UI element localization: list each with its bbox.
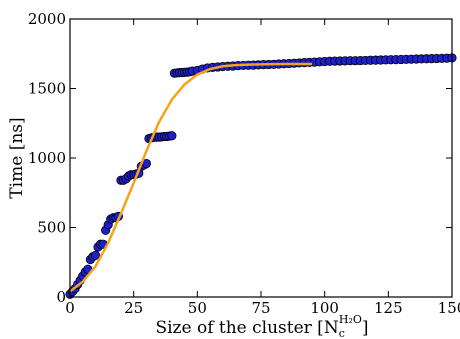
data-point bbox=[90, 250, 101, 260]
x-tick-label: 100 bbox=[310, 299, 339, 317]
y-tick-label: 2000 bbox=[28, 10, 66, 28]
x-tick-label: 25 bbox=[124, 299, 143, 317]
x-tick-label: 50 bbox=[188, 299, 207, 317]
y-axis-ticks: 0 500 1000 1500 2000 bbox=[28, 10, 452, 306]
x-tick-label: 150 bbox=[438, 299, 460, 317]
fit-curve bbox=[69, 62, 312, 293]
y-tick-label: 500 bbox=[37, 219, 66, 237]
x-tick-label: 0 bbox=[65, 299, 75, 317]
y-axis-label: Time [ns] bbox=[7, 117, 27, 198]
x-axis-ticks: 0 25 50 75 100 125 150 bbox=[65, 19, 460, 317]
x-axis-label-sub: c bbox=[339, 327, 345, 339]
data-points bbox=[65, 53, 457, 299]
x-axis-label-main: Size of the cluster [N bbox=[155, 318, 338, 338]
data-point bbox=[167, 131, 177, 141]
x-axis-label: Size of the cluster [NcH₂O] bbox=[155, 313, 368, 339]
y-tick-label: 1000 bbox=[28, 149, 66, 167]
y-tick-label: 1500 bbox=[28, 80, 66, 98]
x-tick-label: 75 bbox=[251, 299, 270, 317]
x-axis-label-sup: H₂O bbox=[339, 313, 362, 326]
x-axis-label-close: ] bbox=[362, 318, 369, 338]
x-tick-label: 125 bbox=[374, 299, 403, 317]
y-tick-label: 0 bbox=[56, 288, 66, 306]
